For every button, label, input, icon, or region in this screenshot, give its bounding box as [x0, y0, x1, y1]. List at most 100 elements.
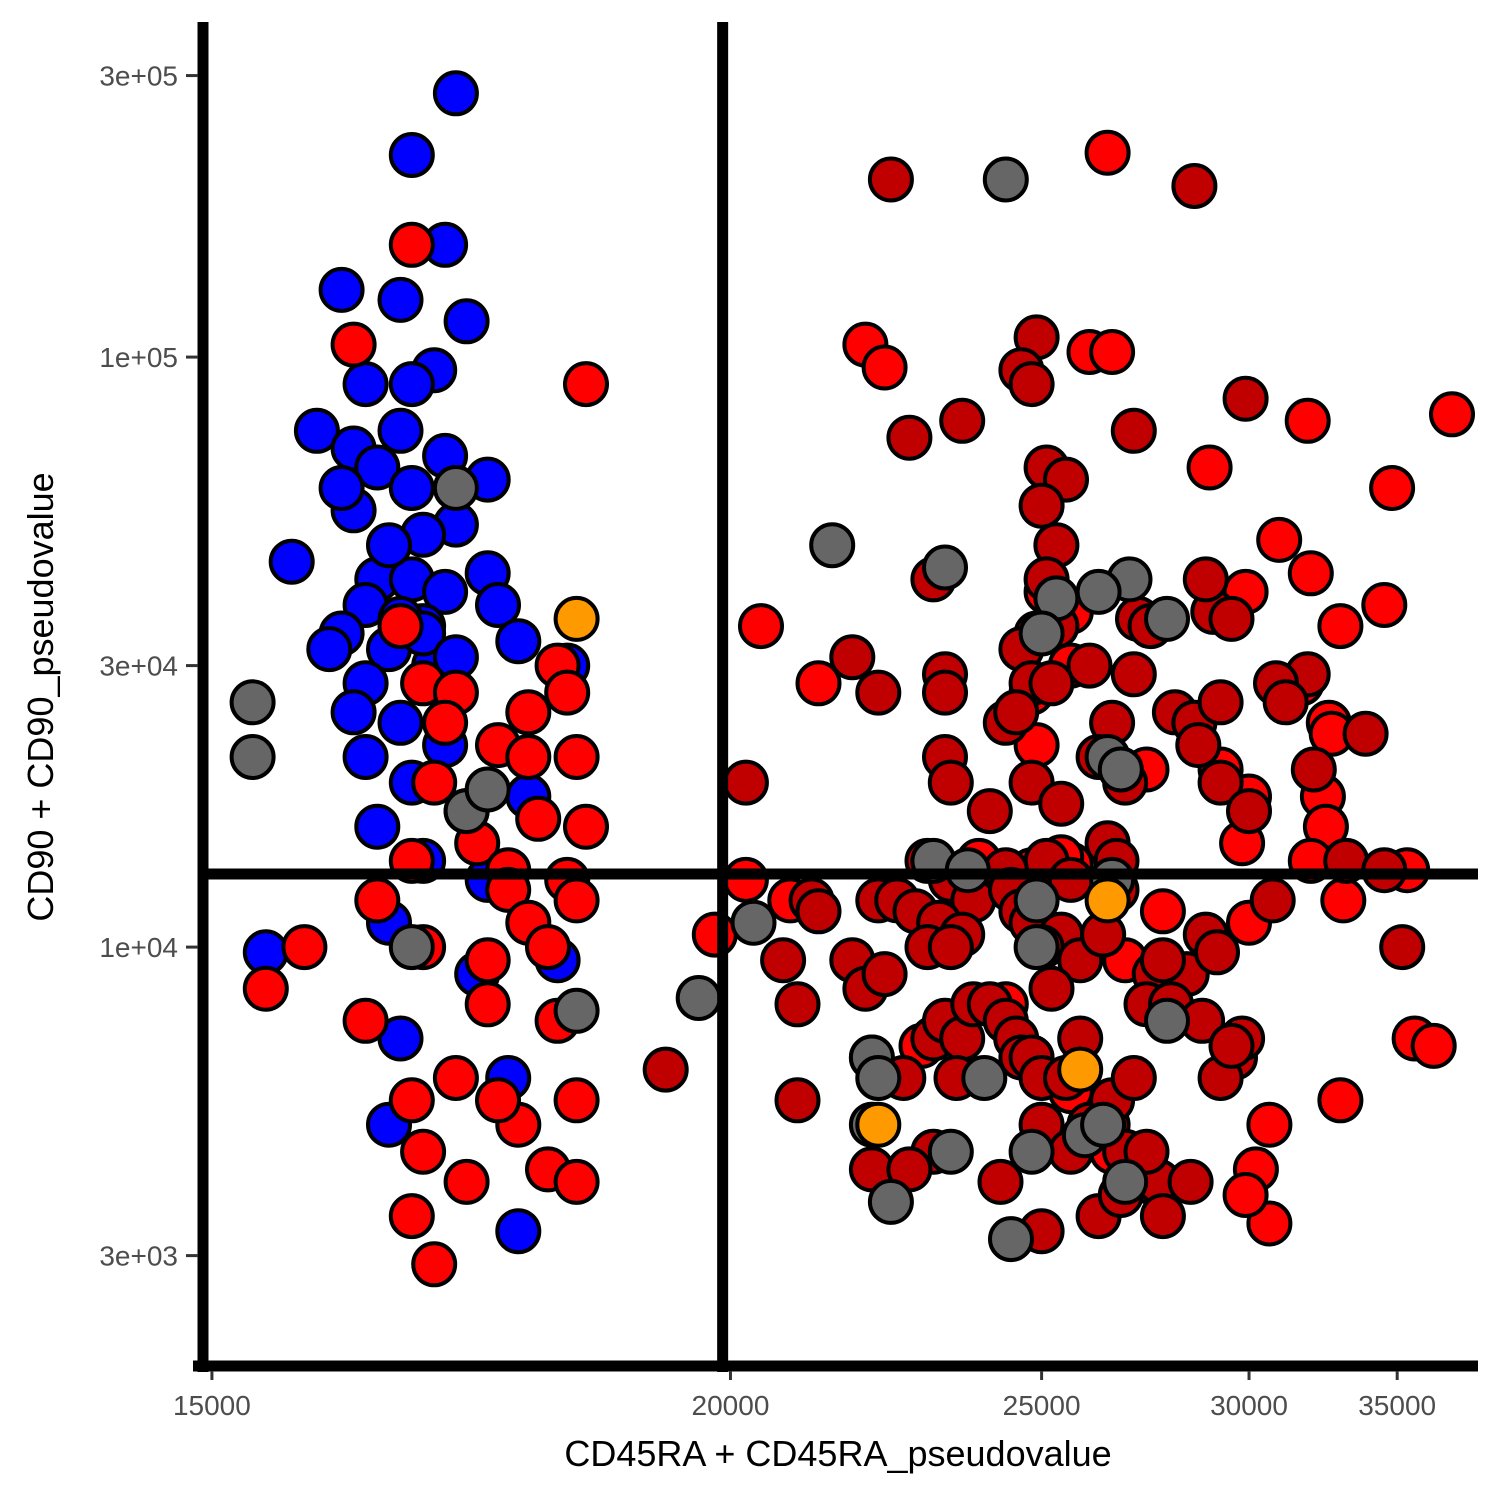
data-point — [1342, 710, 1389, 757]
data-point — [867, 156, 914, 203]
data-point — [939, 397, 986, 444]
data-point — [922, 544, 968, 591]
data-point — [861, 344, 908, 391]
data-point — [388, 1193, 435, 1240]
data-point — [432, 70, 479, 117]
data-point — [1222, 375, 1269, 422]
data-point — [722, 759, 769, 806]
data-point — [515, 795, 562, 842]
data-point — [855, 1055, 902, 1101]
data-point — [738, 603, 784, 650]
data-point — [505, 734, 552, 780]
data-point — [861, 951, 908, 998]
data-point — [1110, 407, 1157, 454]
data-point — [1028, 660, 1075, 707]
data-point — [1144, 595, 1190, 642]
data-point — [1222, 1172, 1269, 1218]
data-point — [675, 975, 722, 1021]
data-point — [432, 1055, 479, 1101]
data-point — [1429, 391, 1475, 438]
data-point — [354, 803, 401, 850]
data-point — [443, 298, 490, 345]
data-point — [229, 679, 276, 726]
data-point — [411, 759, 458, 806]
data-point — [354, 444, 401, 491]
data-point — [1144, 997, 1190, 1044]
data-point — [1379, 924, 1426, 971]
data-point — [1102, 1158, 1149, 1205]
data-point — [1139, 1193, 1186, 1240]
data-point — [306, 626, 353, 673]
data-point — [377, 276, 424, 323]
data-point — [495, 1208, 542, 1255]
data-point — [1287, 550, 1334, 597]
data-point — [432, 465, 479, 511]
data-point — [977, 1158, 1024, 1205]
data-point — [993, 689, 1040, 736]
data-point — [464, 937, 511, 984]
data-point — [1110, 1055, 1157, 1101]
data-point — [867, 1178, 914, 1225]
y-axis-ticks: 3e+03 1e+04 3e+04 1e+05 3e+05 — [99, 61, 198, 1272]
data-point — [400, 1128, 447, 1175]
data-point — [1186, 444, 1233, 491]
data-point — [553, 595, 600, 642]
data-point — [1018, 482, 1065, 529]
data-point — [553, 877, 600, 924]
data-point — [505, 689, 552, 736]
data-point — [293, 407, 340, 454]
data-point — [318, 465, 365, 511]
data-point — [229, 734, 276, 780]
x-tick-label: 30000 — [1210, 1390, 1288, 1421]
data-point — [553, 1077, 600, 1124]
data-point — [1171, 163, 1218, 209]
data-point — [795, 888, 842, 935]
data-point — [1008, 1128, 1055, 1175]
data-point — [242, 965, 289, 1012]
data-point — [1290, 746, 1337, 793]
x-axis-title: CD45RA + CD45RA_pseudovalue — [564, 1433, 1111, 1474]
data-point — [1208, 595, 1255, 642]
data-point — [760, 937, 807, 984]
y-tick-label: 3e+05 — [99, 61, 178, 92]
data-point — [388, 924, 435, 971]
data-point — [1175, 722, 1222, 769]
data-point — [927, 924, 974, 971]
data-point — [809, 522, 856, 569]
data-point — [1028, 965, 1075, 1012]
data-point — [342, 361, 389, 408]
data-point — [855, 1101, 902, 1148]
data-point — [1097, 746, 1144, 793]
data-point — [1262, 679, 1309, 726]
data-point — [1317, 1077, 1364, 1124]
x-tick-label: 15000 — [173, 1390, 251, 1421]
data-point — [411, 1241, 458, 1288]
data-point — [330, 689, 377, 736]
data-point — [475, 1077, 521, 1124]
data-point — [1194, 929, 1240, 976]
data-point — [1317, 603, 1364, 650]
data-point — [388, 132, 435, 178]
data-point — [1139, 937, 1186, 984]
data-point — [795, 660, 842, 707]
data-point — [1075, 568, 1122, 615]
y-tick-label: 1e+05 — [99, 342, 178, 373]
y-tick-label: 1e+04 — [99, 932, 178, 963]
data-point — [1167, 1158, 1214, 1205]
data-point — [1057, 1046, 1104, 1093]
data-point — [544, 669, 591, 716]
data-point — [1284, 397, 1331, 444]
data-point — [774, 981, 821, 1028]
data-point — [774, 1077, 821, 1124]
data-point — [495, 618, 542, 665]
data-point — [1139, 888, 1186, 935]
data-point — [422, 699, 469, 746]
data-point — [1110, 651, 1157, 698]
data-point — [982, 156, 1029, 203]
data-point — [422, 568, 469, 615]
data-point — [829, 634, 876, 681]
data-point — [927, 759, 974, 806]
x-axis-ticks: 15000 20000 25000 30000 35000 — [173, 1371, 1436, 1421]
data-point — [330, 321, 377, 368]
data-point — [1084, 877, 1131, 924]
